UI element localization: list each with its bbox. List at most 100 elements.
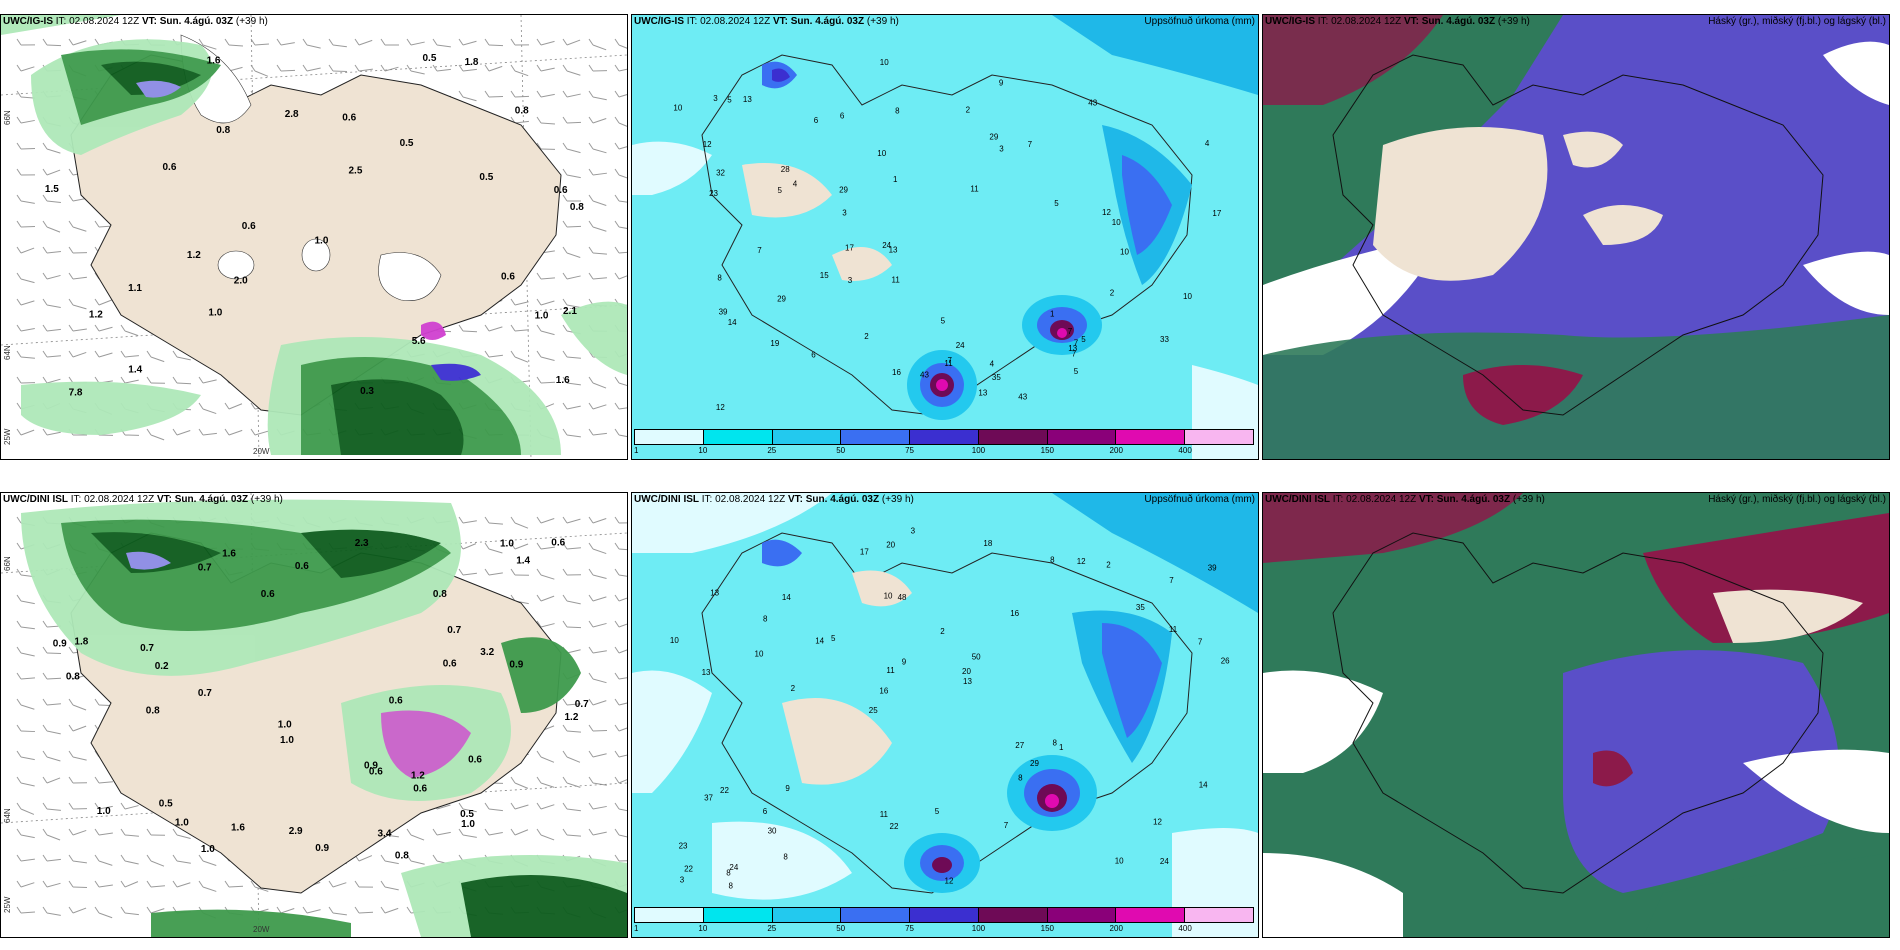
wind-barb	[462, 40, 477, 46]
wind-barb	[20, 119, 35, 124]
value-label: 39	[1208, 564, 1217, 573]
wind-barb-flag	[562, 428, 568, 436]
value-label: 0.7	[198, 563, 212, 574]
wind-barb-flag	[588, 776, 594, 784]
wind-barb	[462, 520, 477, 524]
wind-barb	[618, 754, 627, 758]
value-label: 0.9	[364, 761, 378, 772]
wind-barb	[618, 200, 627, 203]
wind-barb-flag	[536, 350, 542, 358]
value-label: 28	[781, 165, 790, 174]
wind-barb	[514, 804, 529, 810]
value-label: 8	[783, 852, 788, 861]
wind-barb	[592, 44, 607, 51]
lat-label-64n: 64N	[3, 345, 12, 360]
wind-barb	[592, 277, 607, 280]
wind-barb	[566, 434, 581, 438]
wind-barb-flag	[94, 828, 100, 836]
wind-barb-flag	[276, 64, 282, 72]
wind-barb	[150, 860, 165, 867]
wind-barb	[540, 623, 555, 628]
wind-barb	[618, 702, 627, 706]
colorbar-cell	[910, 908, 979, 922]
value-label: 16	[1010, 609, 1019, 618]
wind-barb	[592, 574, 607, 580]
wind-barb-flag	[42, 142, 48, 150]
wind-barb-flag	[484, 516, 490, 524]
wind-barb	[540, 122, 556, 125]
value-label: 13	[710, 589, 719, 598]
wind-barb	[462, 572, 477, 576]
wind-barb-flag	[276, 906, 282, 914]
wind-barb	[566, 39, 581, 46]
value-label: 9	[785, 784, 790, 793]
colorbar-cell	[703, 908, 773, 922]
lon-label-20w: 20W	[253, 925, 270, 934]
wind-barb-flag	[42, 428, 48, 436]
value-label: 33	[1160, 335, 1169, 344]
wind-barb	[358, 911, 374, 914]
wind-barb	[462, 330, 478, 333]
wind-barb	[618, 275, 627, 280]
wind-barb-flag	[198, 38, 204, 46]
value-label: 12	[1077, 557, 1086, 566]
wind-barb-flag	[432, 854, 438, 862]
value-label: 10	[880, 58, 889, 67]
wind-barb-flag	[510, 38, 516, 46]
value-label: 3	[680, 876, 685, 885]
panel-title: UWC/IG-IS IT: 02.08.2024 12Z VT: Sun. 4.…	[3, 16, 268, 27]
wind-barb	[20, 328, 35, 332]
wind-barb	[358, 855, 373, 862]
wind-barb-flag	[68, 272, 74, 280]
wind-barb-flag	[562, 90, 568, 98]
init-time: IT: 02.08.2024 12Z	[686, 16, 771, 27]
wind-barb	[618, 251, 627, 254]
wind-barb	[540, 67, 555, 72]
wind-barb	[436, 804, 451, 810]
value-label: 0.5	[159, 798, 173, 809]
wind-barb	[150, 356, 165, 363]
wind-barb-flag	[172, 376, 178, 384]
value-label: 0.5	[479, 172, 493, 183]
wind-barb	[72, 704, 87, 711]
wind-barb	[566, 518, 581, 524]
wind-barb	[540, 356, 555, 361]
colorbar-cells	[634, 907, 1254, 923]
colorbar-label: 50	[836, 924, 846, 933]
wind-barb	[46, 304, 61, 309]
wind-barb-flag	[68, 906, 74, 914]
value-label: 24	[956, 341, 965, 350]
colorbar-cell	[1185, 908, 1254, 922]
field-title: Uppsöfnuð úrkoma (mm)	[1144, 494, 1255, 505]
wind-barb	[254, 430, 269, 436]
panel-igis-accum-precip[interactable]: UWC/IG-IS IT: 02.08.2024 12Z VT: Sun. 4.…	[631, 14, 1259, 460]
wind-barb	[540, 93, 555, 98]
panel-dini-accum-precip[interactable]: UWC/DINI ISL IT: 02.08.2024 12Z VT: Sun.…	[631, 492, 1259, 938]
wind-barb	[410, 41, 425, 46]
value-label: 5	[727, 96, 732, 105]
value-label: 22	[684, 865, 693, 874]
wind-barb-flag	[68, 750, 74, 758]
value-label: 2.9	[289, 826, 303, 837]
wind-barb	[202, 379, 217, 384]
lat-label-66n: 66N	[3, 110, 12, 125]
wind-barb-flag	[510, 324, 516, 332]
value-label: 7	[1028, 140, 1033, 149]
panel-dini-wind-precip[interactable]: UWC/DINI ISL IT: 02.08.2024 12Z VT: Sun.…	[0, 492, 628, 938]
panel-igis-wind-precip[interactable]: UWC/IG-IS IT: 02.08.2024 12Z VT: Sun. 4.…	[0, 14, 628, 460]
wind-barb-flag	[614, 220, 620, 228]
wind-barb	[566, 225, 582, 228]
wind-barb-flag	[536, 298, 542, 306]
wind-barb	[592, 382, 607, 389]
wind-barb-flag	[562, 376, 568, 384]
value-label: 7	[1072, 349, 1077, 358]
wind-barb-flag	[458, 324, 464, 332]
wind-barb	[462, 808, 477, 813]
wind-barb	[46, 226, 61, 233]
panel-igis-clouds[interactable]: UWC/IG-IS IT: 02.08.2024 12Z VT: Sun. 4.…	[1262, 14, 1890, 460]
precip-field	[21, 499, 627, 937]
value-label: 17	[1212, 209, 1221, 218]
panel-dini-clouds[interactable]: UWC/DINI ISL IT: 02.08.2024 12Z VT: Sun.…	[1262, 492, 1890, 938]
wind-barb	[592, 805, 607, 810]
colorbar-label: 25	[767, 924, 777, 933]
